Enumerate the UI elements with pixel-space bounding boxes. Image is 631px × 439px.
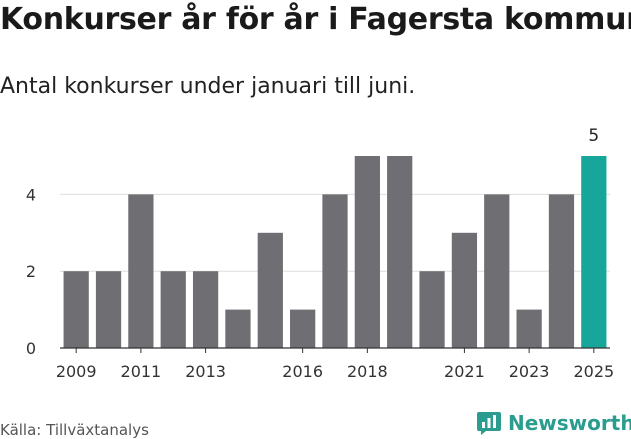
bar-2020 bbox=[419, 271, 445, 348]
newsworthy-logo: Newsworthy bbox=[476, 408, 631, 438]
y-tick-label-2: 2 bbox=[26, 262, 36, 281]
chart-title: Konkurser år för år i Fagersta kommun bbox=[0, 2, 631, 37]
bar-2010 bbox=[95, 271, 122, 348]
bar-2014 bbox=[225, 309, 251, 348]
bar-2013 bbox=[192, 271, 219, 348]
y-tick-label-0: 0 bbox=[26, 339, 36, 358]
x-tick-label-2011: 2011 bbox=[121, 362, 162, 381]
source-note: Källa: Tillväxtanalys bbox=[0, 421, 149, 439]
bar-2021 bbox=[451, 232, 478, 348]
bar-2015 bbox=[257, 232, 283, 348]
bars bbox=[63, 156, 607, 348]
x-tick-label-2025: 2025 bbox=[573, 362, 614, 381]
bar-2024 bbox=[548, 194, 575, 348]
x-tick-label-2016: 2016 bbox=[282, 362, 323, 381]
bar-2017 bbox=[322, 194, 348, 348]
labels: 0 2 4 2009 2011 2013 2016 2018 2021 2023 2025 5 bbox=[26, 126, 614, 381]
bar-2019 bbox=[387, 156, 413, 348]
x-tick-label-2009: 2009 bbox=[56, 362, 97, 381]
bar-2016 bbox=[290, 309, 316, 348]
bar-2009 bbox=[63, 271, 89, 348]
data-label-2025: 5 bbox=[588, 126, 599, 146]
newsworthy-logo-icon bbox=[477, 412, 501, 435]
bar-2011 bbox=[128, 194, 154, 348]
x-tick-label-2021: 2021 bbox=[444, 362, 485, 381]
x-tick-label-2018: 2018 bbox=[347, 362, 388, 381]
chart-subtitle: Antal konkurser under januari till juni. bbox=[0, 74, 416, 99]
x-tick-label-2023: 2023 bbox=[509, 362, 550, 381]
bar-2025 bbox=[581, 156, 607, 348]
brand-name: Newsworthy bbox=[508, 411, 631, 435]
x-tick-label-2013: 2013 bbox=[185, 362, 226, 381]
bar-2018 bbox=[354, 156, 380, 348]
bar-2023 bbox=[516, 309, 542, 348]
y-tick-label-4: 4 bbox=[26, 185, 36, 204]
bar-2022 bbox=[484, 194, 510, 348]
bar-2012 bbox=[160, 271, 186, 348]
axes bbox=[60, 347, 610, 353]
